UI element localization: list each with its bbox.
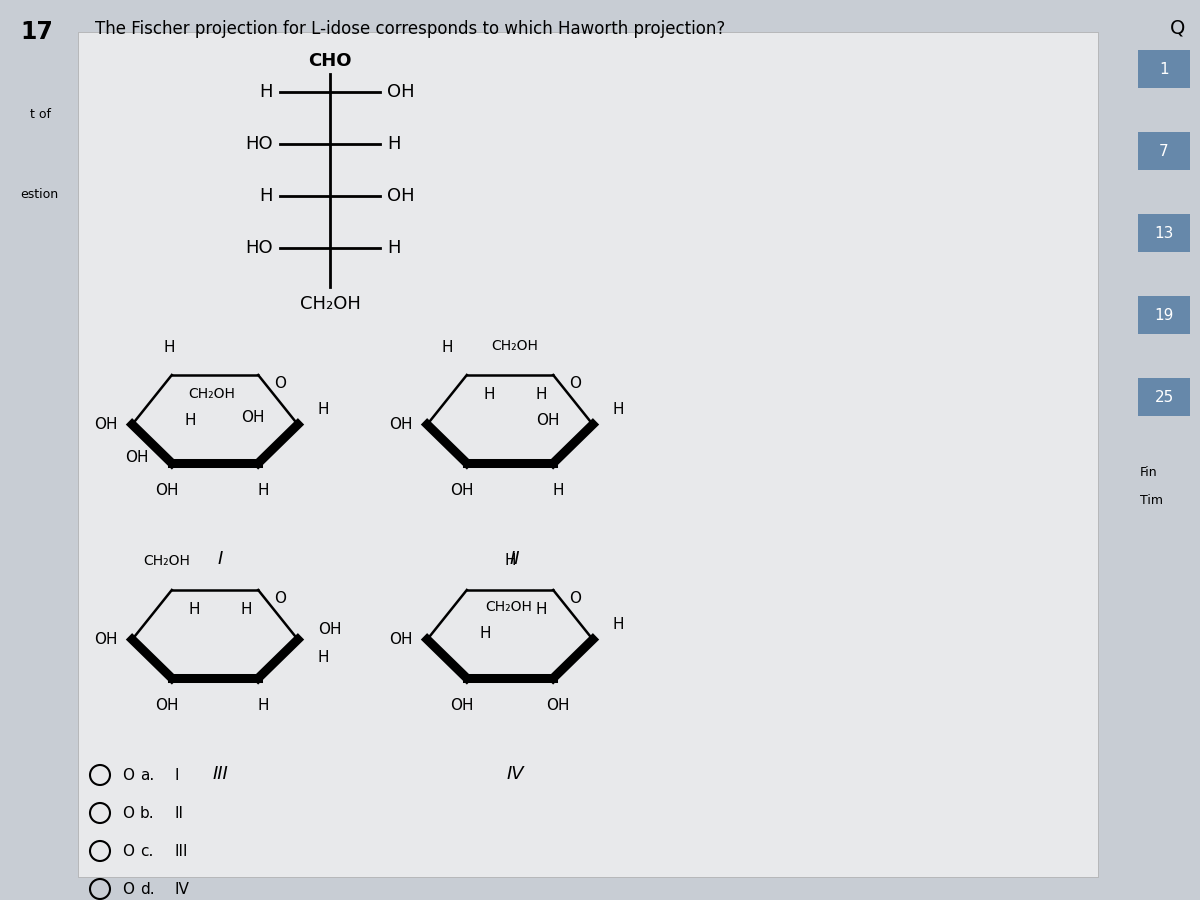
Text: b.: b.: [140, 806, 155, 821]
Text: O: O: [569, 376, 581, 392]
Text: H: H: [552, 483, 564, 499]
Text: O: O: [274, 591, 286, 607]
Text: The Fischer projection for L-idose corresponds to which Haworth projection?: The Fischer projection for L-idose corre…: [95, 20, 725, 38]
Text: O: O: [122, 768, 134, 782]
Text: H: H: [535, 602, 547, 617]
Text: H: H: [479, 626, 491, 641]
Text: OH: OH: [546, 698, 570, 713]
Text: H: H: [386, 239, 401, 257]
Text: OH: OH: [450, 698, 474, 713]
Text: OH: OH: [536, 413, 560, 428]
Text: 1: 1: [1159, 61, 1169, 76]
Text: CH₂OH: CH₂OH: [188, 387, 235, 401]
Text: H: H: [535, 387, 547, 402]
Text: t of: t of: [30, 109, 50, 122]
Text: H: H: [442, 340, 452, 355]
Text: a.: a.: [140, 768, 155, 782]
Text: 17: 17: [20, 20, 53, 44]
Text: H: H: [258, 698, 269, 713]
Text: O: O: [122, 881, 134, 896]
Text: OH: OH: [241, 410, 265, 425]
Text: 13: 13: [1154, 226, 1174, 240]
Text: HO: HO: [245, 239, 274, 257]
Text: I: I: [174, 768, 179, 782]
Text: H: H: [184, 413, 196, 428]
Text: H: H: [318, 402, 329, 417]
Bar: [78, 32, 1098, 877]
Text: H: H: [188, 602, 199, 617]
Text: H: H: [504, 553, 516, 568]
Text: H: H: [613, 617, 624, 632]
Text: CHO: CHO: [308, 52, 352, 70]
Text: OH: OH: [389, 417, 413, 432]
Text: d.: d.: [140, 881, 155, 896]
Text: 19: 19: [1154, 308, 1174, 322]
Text: O: O: [274, 376, 286, 392]
Text: IV: IV: [174, 881, 188, 896]
Text: CH₂OH: CH₂OH: [143, 554, 191, 568]
Text: c.: c.: [140, 843, 154, 859]
Text: H: H: [318, 650, 329, 665]
Text: OH: OH: [94, 632, 118, 647]
Text: H: H: [259, 187, 274, 205]
Text: OH: OH: [94, 417, 118, 432]
Text: O: O: [122, 843, 134, 859]
Text: Q: Q: [1170, 18, 1186, 37]
Bar: [1138, 214, 1190, 252]
Bar: [1138, 132, 1190, 170]
Text: H: H: [258, 483, 269, 499]
Text: H: H: [259, 83, 274, 101]
Text: III: III: [174, 843, 187, 859]
Text: O: O: [569, 591, 581, 607]
Bar: [1138, 296, 1190, 334]
Text: CH₂OH: CH₂OH: [300, 295, 360, 313]
Bar: [1138, 378, 1190, 416]
Text: 7: 7: [1159, 143, 1169, 158]
Text: H: H: [163, 340, 174, 355]
Text: II: II: [174, 806, 182, 821]
Text: H: H: [484, 387, 494, 402]
Text: OH: OH: [318, 622, 341, 637]
Text: OH: OH: [155, 483, 179, 499]
Text: H: H: [386, 135, 401, 153]
Text: OH: OH: [386, 83, 415, 101]
Text: H: H: [613, 402, 624, 417]
Text: OH: OH: [386, 187, 415, 205]
Text: O: O: [122, 806, 134, 821]
Text: OH: OH: [450, 483, 474, 499]
Text: III: III: [212, 765, 228, 783]
Text: IV: IV: [506, 765, 524, 783]
Text: 25: 25: [1154, 390, 1174, 404]
Text: H: H: [240, 602, 252, 617]
Text: estion: estion: [20, 188, 58, 202]
Text: OH: OH: [155, 698, 179, 713]
Text: I: I: [217, 550, 223, 568]
Bar: [1138, 50, 1190, 88]
Text: Tim: Tim: [1140, 493, 1163, 507]
Text: HO: HO: [245, 135, 274, 153]
Text: CH₂OH: CH₂OH: [492, 339, 539, 353]
Text: Fin: Fin: [1140, 466, 1158, 480]
Text: CH₂OH: CH₂OH: [485, 600, 533, 614]
Text: II: II: [510, 550, 521, 568]
Text: OH: OH: [126, 449, 149, 464]
Text: OH: OH: [389, 632, 413, 647]
